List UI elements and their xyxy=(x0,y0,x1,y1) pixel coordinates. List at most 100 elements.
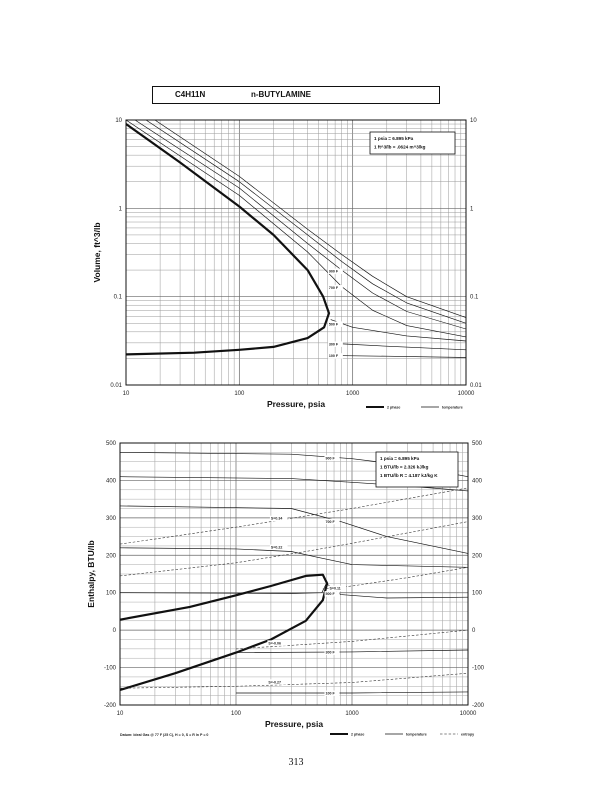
series-label: 500 F xyxy=(325,592,335,596)
temperature-line xyxy=(154,119,467,318)
y-tick-label-right: 200 xyxy=(472,553,483,559)
series-label-bg xyxy=(324,649,340,655)
temperature-line xyxy=(335,343,467,351)
temperature-line xyxy=(119,505,469,554)
series-label-bg xyxy=(324,591,340,597)
series-label: S=-0.27 xyxy=(268,680,281,684)
y-tick-label: 300 xyxy=(106,516,117,522)
y-tick-label-right: 0.1 xyxy=(470,295,479,301)
y-tick-label: 400 xyxy=(106,478,117,484)
chart-panel-1: 10 100 1000 100000.010.11100.010.1110Pressu… xyxy=(92,118,482,410)
entropy-line xyxy=(119,521,469,577)
series-label: 300 F xyxy=(329,342,339,346)
temperature-line xyxy=(236,691,469,694)
x-tick-label: 10 xyxy=(117,711,124,717)
series-label: 700 F xyxy=(325,520,335,524)
y-tick-label: 1 xyxy=(119,206,123,212)
series-label-bg xyxy=(269,515,288,522)
series-label-bg xyxy=(327,285,343,291)
legend-label: temperature xyxy=(442,406,463,410)
series-label: 300 F xyxy=(325,650,335,654)
series-label-bg xyxy=(324,518,340,525)
legend-label: 2 phase xyxy=(387,406,400,410)
x-tick-label: 100 xyxy=(234,391,245,397)
x-tick-label: 10 xyxy=(123,391,130,397)
series-label-bg xyxy=(328,585,347,592)
legend-label: 2 phase xyxy=(351,733,364,737)
entropy-line xyxy=(119,487,469,545)
series-label-bg xyxy=(267,679,288,685)
series-label-bg xyxy=(327,321,343,327)
conversion-note: 1 psia = 6.895 kPa xyxy=(374,136,414,141)
temperature-line xyxy=(335,355,467,358)
x-tick-label: 100 xyxy=(231,711,242,717)
y-tick-label: 500 xyxy=(106,441,117,447)
series-label-bg xyxy=(324,690,340,697)
entropy-line xyxy=(119,672,469,689)
temperature-line xyxy=(119,476,469,492)
two-phase-dome-line xyxy=(125,123,331,356)
datum-footnote: Datum: Ideal Gas @ 77 F (25 C), H = 0, S… xyxy=(120,733,208,737)
series-label: S=-0.06 xyxy=(268,641,281,645)
y-tick-label-right: 10 xyxy=(470,118,477,124)
legend-label: temperature xyxy=(406,733,427,737)
series-label: 100 F xyxy=(329,354,339,358)
conversion-note: 1 psia = 6.895 kPa xyxy=(380,456,420,461)
y-tick-label-right: -200 xyxy=(472,703,485,709)
series-label-bg xyxy=(327,268,343,274)
entropy-line xyxy=(235,629,469,650)
series-label-bg xyxy=(267,640,288,646)
compound-header: C4H11N n-BUTYLAMINE xyxy=(152,86,440,104)
legend-label: entropy xyxy=(461,733,474,737)
compound-name: n-BUTYLAMINE xyxy=(251,90,311,99)
series-label-bg xyxy=(327,341,343,347)
series-label: 500 F xyxy=(329,322,339,326)
series-label-bg xyxy=(269,544,288,551)
series-label: S=0.11 xyxy=(330,587,341,591)
y-tick-label-right: 100 xyxy=(472,591,483,597)
y-axis-label: Volume, ft^3/lb xyxy=(92,222,102,282)
x-tick-label: 10000 xyxy=(460,711,477,717)
y-tick-label-right: 0 xyxy=(472,628,476,634)
y-tick-label-right: 1 xyxy=(470,206,474,212)
plot-frame xyxy=(125,119,467,386)
chart-panel-2: 10 100 1000 10000 -200 -100 0 100 200 300 400 500 -2… xyxy=(86,441,485,737)
y-tick-label: 10 xyxy=(115,118,122,124)
series-label-bg xyxy=(327,353,343,359)
series-label-bg xyxy=(324,455,340,461)
series-label: 900 F xyxy=(329,269,339,273)
conversion-note-box xyxy=(369,131,456,155)
x-axis-label: Pressure, psia xyxy=(265,719,323,729)
y-tick-label-right: 400 xyxy=(472,478,483,484)
conversion-note-box xyxy=(375,451,459,488)
y-axis-label: Enthalpy, BTU/lb xyxy=(86,540,96,607)
series-label: 700 F xyxy=(329,286,339,290)
y-tick-label: 0.01 xyxy=(110,383,122,389)
x-tick-label: 10000 xyxy=(458,391,475,397)
plot-frame xyxy=(119,442,469,706)
series-label: S=0.22 xyxy=(271,546,283,550)
y-tick-label-right: 0.01 xyxy=(470,383,482,389)
y-tick-label-right: 300 xyxy=(472,516,483,522)
temperature-line xyxy=(119,547,469,568)
y-tick-label: -100 xyxy=(104,666,117,672)
x-axis-label: Pressure, psia xyxy=(267,399,325,409)
y-tick-label: 200 xyxy=(106,553,117,559)
temperature-line xyxy=(145,119,467,324)
page-number: 313 xyxy=(288,757,304,768)
conversion-note: 1 BTU/lb R = 4.187 kJ/kg K xyxy=(380,473,438,478)
y-tick-label: 100 xyxy=(106,591,117,597)
y-tick-label-right: -100 xyxy=(472,666,485,672)
x-tick-label: 1000 xyxy=(346,391,360,397)
conversion-note: 1 BTU/lb = 2.326 kJ/kg xyxy=(380,465,429,470)
temperature-line xyxy=(235,649,469,653)
series-label: 900 F xyxy=(325,456,335,460)
temperature-line xyxy=(119,583,469,599)
conversion-note: 1 ft^3/lb = .0624 m^3/kg xyxy=(374,145,426,150)
y-tick-label: -200 xyxy=(104,703,117,709)
x-tick-label: 1000 xyxy=(345,711,359,717)
y-tick-label-right: 500 xyxy=(472,441,483,447)
series-label: 100 F xyxy=(325,692,335,696)
compound-formula: C4H11N xyxy=(175,90,206,99)
